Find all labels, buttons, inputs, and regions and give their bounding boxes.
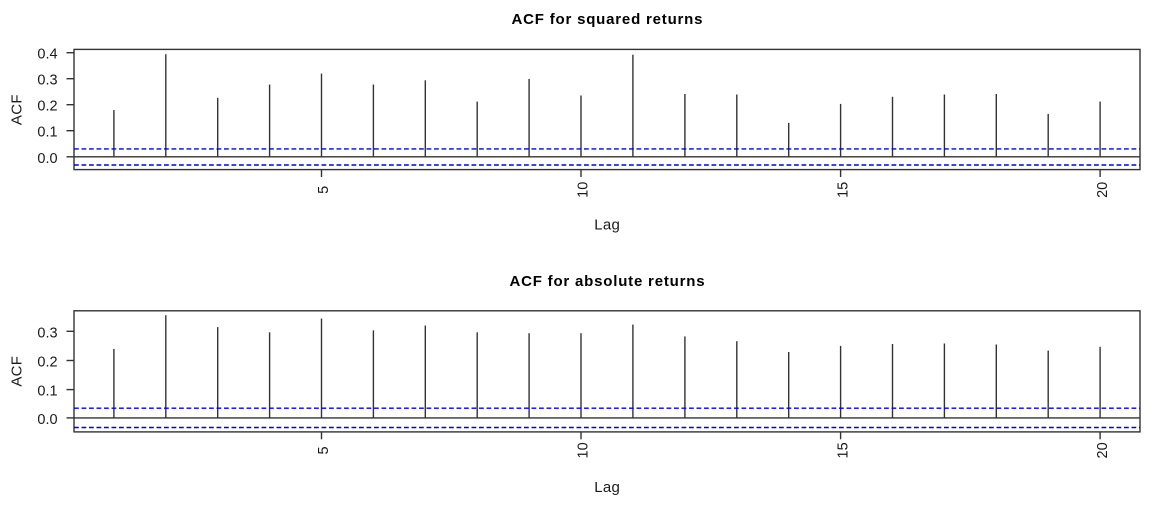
svg-text:15: 15 bbox=[835, 442, 851, 458]
svg-text:20: 20 bbox=[1095, 182, 1111, 198]
svg-text:10: 10 bbox=[576, 182, 592, 198]
svg-text:Lag: Lag bbox=[594, 216, 620, 233]
svg-text:0.2: 0.2 bbox=[37, 99, 57, 115]
svg-text:0.3: 0.3 bbox=[37, 325, 57, 341]
svg-text:0.4: 0.4 bbox=[37, 47, 57, 63]
svg-text:0.1: 0.1 bbox=[37, 384, 57, 400]
svg-text:0.3: 0.3 bbox=[37, 73, 57, 89]
svg-text:0.2: 0.2 bbox=[37, 355, 57, 371]
svg-text:15: 15 bbox=[835, 182, 851, 198]
svg-text:ACF: ACF bbox=[8, 94, 25, 125]
svg-text:ACF: ACF bbox=[8, 356, 25, 387]
svg-text:0.0: 0.0 bbox=[37, 412, 57, 428]
svg-text:0.1: 0.1 bbox=[37, 125, 57, 141]
svg-text:ACF for absolute returns: ACF for absolute returns bbox=[509, 273, 705, 290]
svg-text:10: 10 bbox=[576, 442, 592, 458]
svg-text:20: 20 bbox=[1095, 442, 1111, 458]
svg-text:5: 5 bbox=[316, 446, 332, 454]
svg-text:5: 5 bbox=[316, 186, 332, 194]
svg-text:0.0: 0.0 bbox=[37, 151, 57, 167]
svg-text:ACF for squared returns: ACF for squared returns bbox=[512, 11, 704, 28]
svg-text:Lag: Lag bbox=[594, 479, 620, 496]
